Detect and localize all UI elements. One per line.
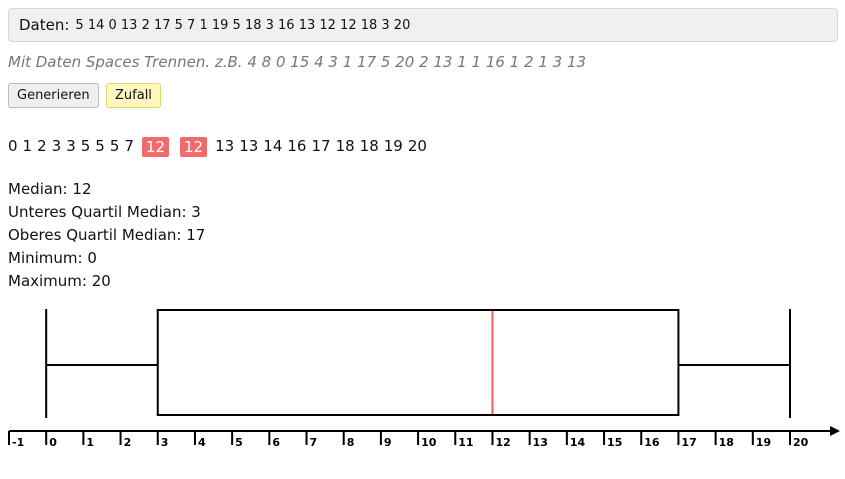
x-tick-label: 8 [347,436,355,449]
stat-line: Minimum: 0 [8,247,205,270]
stat-value: 17 [186,226,206,244]
stat-line: Median: 12 [8,178,205,201]
sorted-value: 17 [311,137,331,155]
x-tick-label: 1 [86,436,94,449]
sorted-value: 5 [80,137,91,155]
stats: Median: 12 Unteres Quartil Median: 3 Obere… [8,178,205,293]
x-tick-label: 4 [198,436,206,449]
x-tick-label: 10 [421,436,437,449]
stat-value: 20 [91,272,111,290]
sorted-value: 13 [239,137,259,155]
data-input[interactable]: Daten: 5 14 0 13 2 17 5 7 1 19 5 18 3 16… [8,8,838,42]
x-tick-label: 14 [570,436,586,449]
sorted-value: 3 [51,137,62,155]
random-button[interactable]: Zufall [106,83,161,108]
box-plot: -1 0 1 2 3 4 5 6 7 8 9 10 11 12 13 14 15 16 17 18 19 20 [8,309,840,449]
sorted-value: 5 [109,137,120,155]
x-tick-label: 6 [272,436,280,449]
sorted-value: 1 [22,137,33,155]
x-tick-label: 2 [124,436,132,449]
hint: Mit Daten Spaces Trennen. z.B. 4 8 0 15 … [8,53,587,71]
x-tick-label: 18 [719,436,734,449]
input-value[interactable]: 5 14 0 13 2 17 5 7 1 19 5 18 3 16 13 12 … [75,17,411,33]
x-tick-label: 16 [644,436,660,449]
stat-label: Oberes Quartil Median: [8,226,182,244]
x-tick-label: 20 [793,436,809,449]
stat-label: Maximum: [8,272,87,290]
stat-line: Oberes Quartil Median: 17 [8,224,205,247]
sorted-value: 13 [215,137,235,155]
x-tick-label: 9 [384,436,392,449]
x-tick-label: 15 [607,436,622,449]
stat-line: Unteres Quartil Median: 3 [8,201,205,224]
sorted-value: 0 [8,137,18,155]
stat-value: 3 [191,203,201,221]
x-tick-label: 17 [681,436,696,449]
sorted-list: 0 1 2 3 3 5 5 5 7 12 12 13 13 14 16 17 18 18 19 20 [8,137,427,157]
x-tick-label: 12 [495,436,510,449]
x-tick-label: 0 [49,436,57,449]
sorted-value: 5 [95,137,105,155]
stat-label: Minimum: [8,249,83,267]
stat-label: Unteres Quartil Median: [8,203,187,221]
sorted-value: 16 [287,137,307,155]
x-tick-label: -1 [12,436,24,449]
x-tick-label: 5 [235,436,243,449]
x-tick-label: 3 [161,436,169,449]
sorted-value: 2 [37,137,47,155]
stat-label: Median: [8,180,68,198]
sorted-value: 3 [66,137,76,155]
x-tick-label: 11 [458,436,473,449]
sorted-value: 20 [407,137,427,155]
sorted-value: 12 [141,137,170,157]
x-tick-label: 19 [756,436,771,449]
sorted-value: 18 [359,137,379,155]
sorted-value: 7 [124,137,134,155]
x-tick-label: 7 [310,436,318,449]
stat-value: 0 [87,249,97,267]
sorted-value: 19 [383,137,403,155]
generate-button[interactable]: Generieren [8,83,99,108]
box [156,309,680,416]
axis-arrow [830,426,840,436]
x-tick-label: 13 [533,436,548,449]
sorted-value: 12 [180,137,208,157]
stat-value: 12 [72,180,92,198]
sorted-value: 18 [335,137,355,155]
stat-line: Maximum: 20 [8,270,205,293]
input-label: Daten: [19,16,70,34]
sorted-value: 14 [263,137,283,155]
